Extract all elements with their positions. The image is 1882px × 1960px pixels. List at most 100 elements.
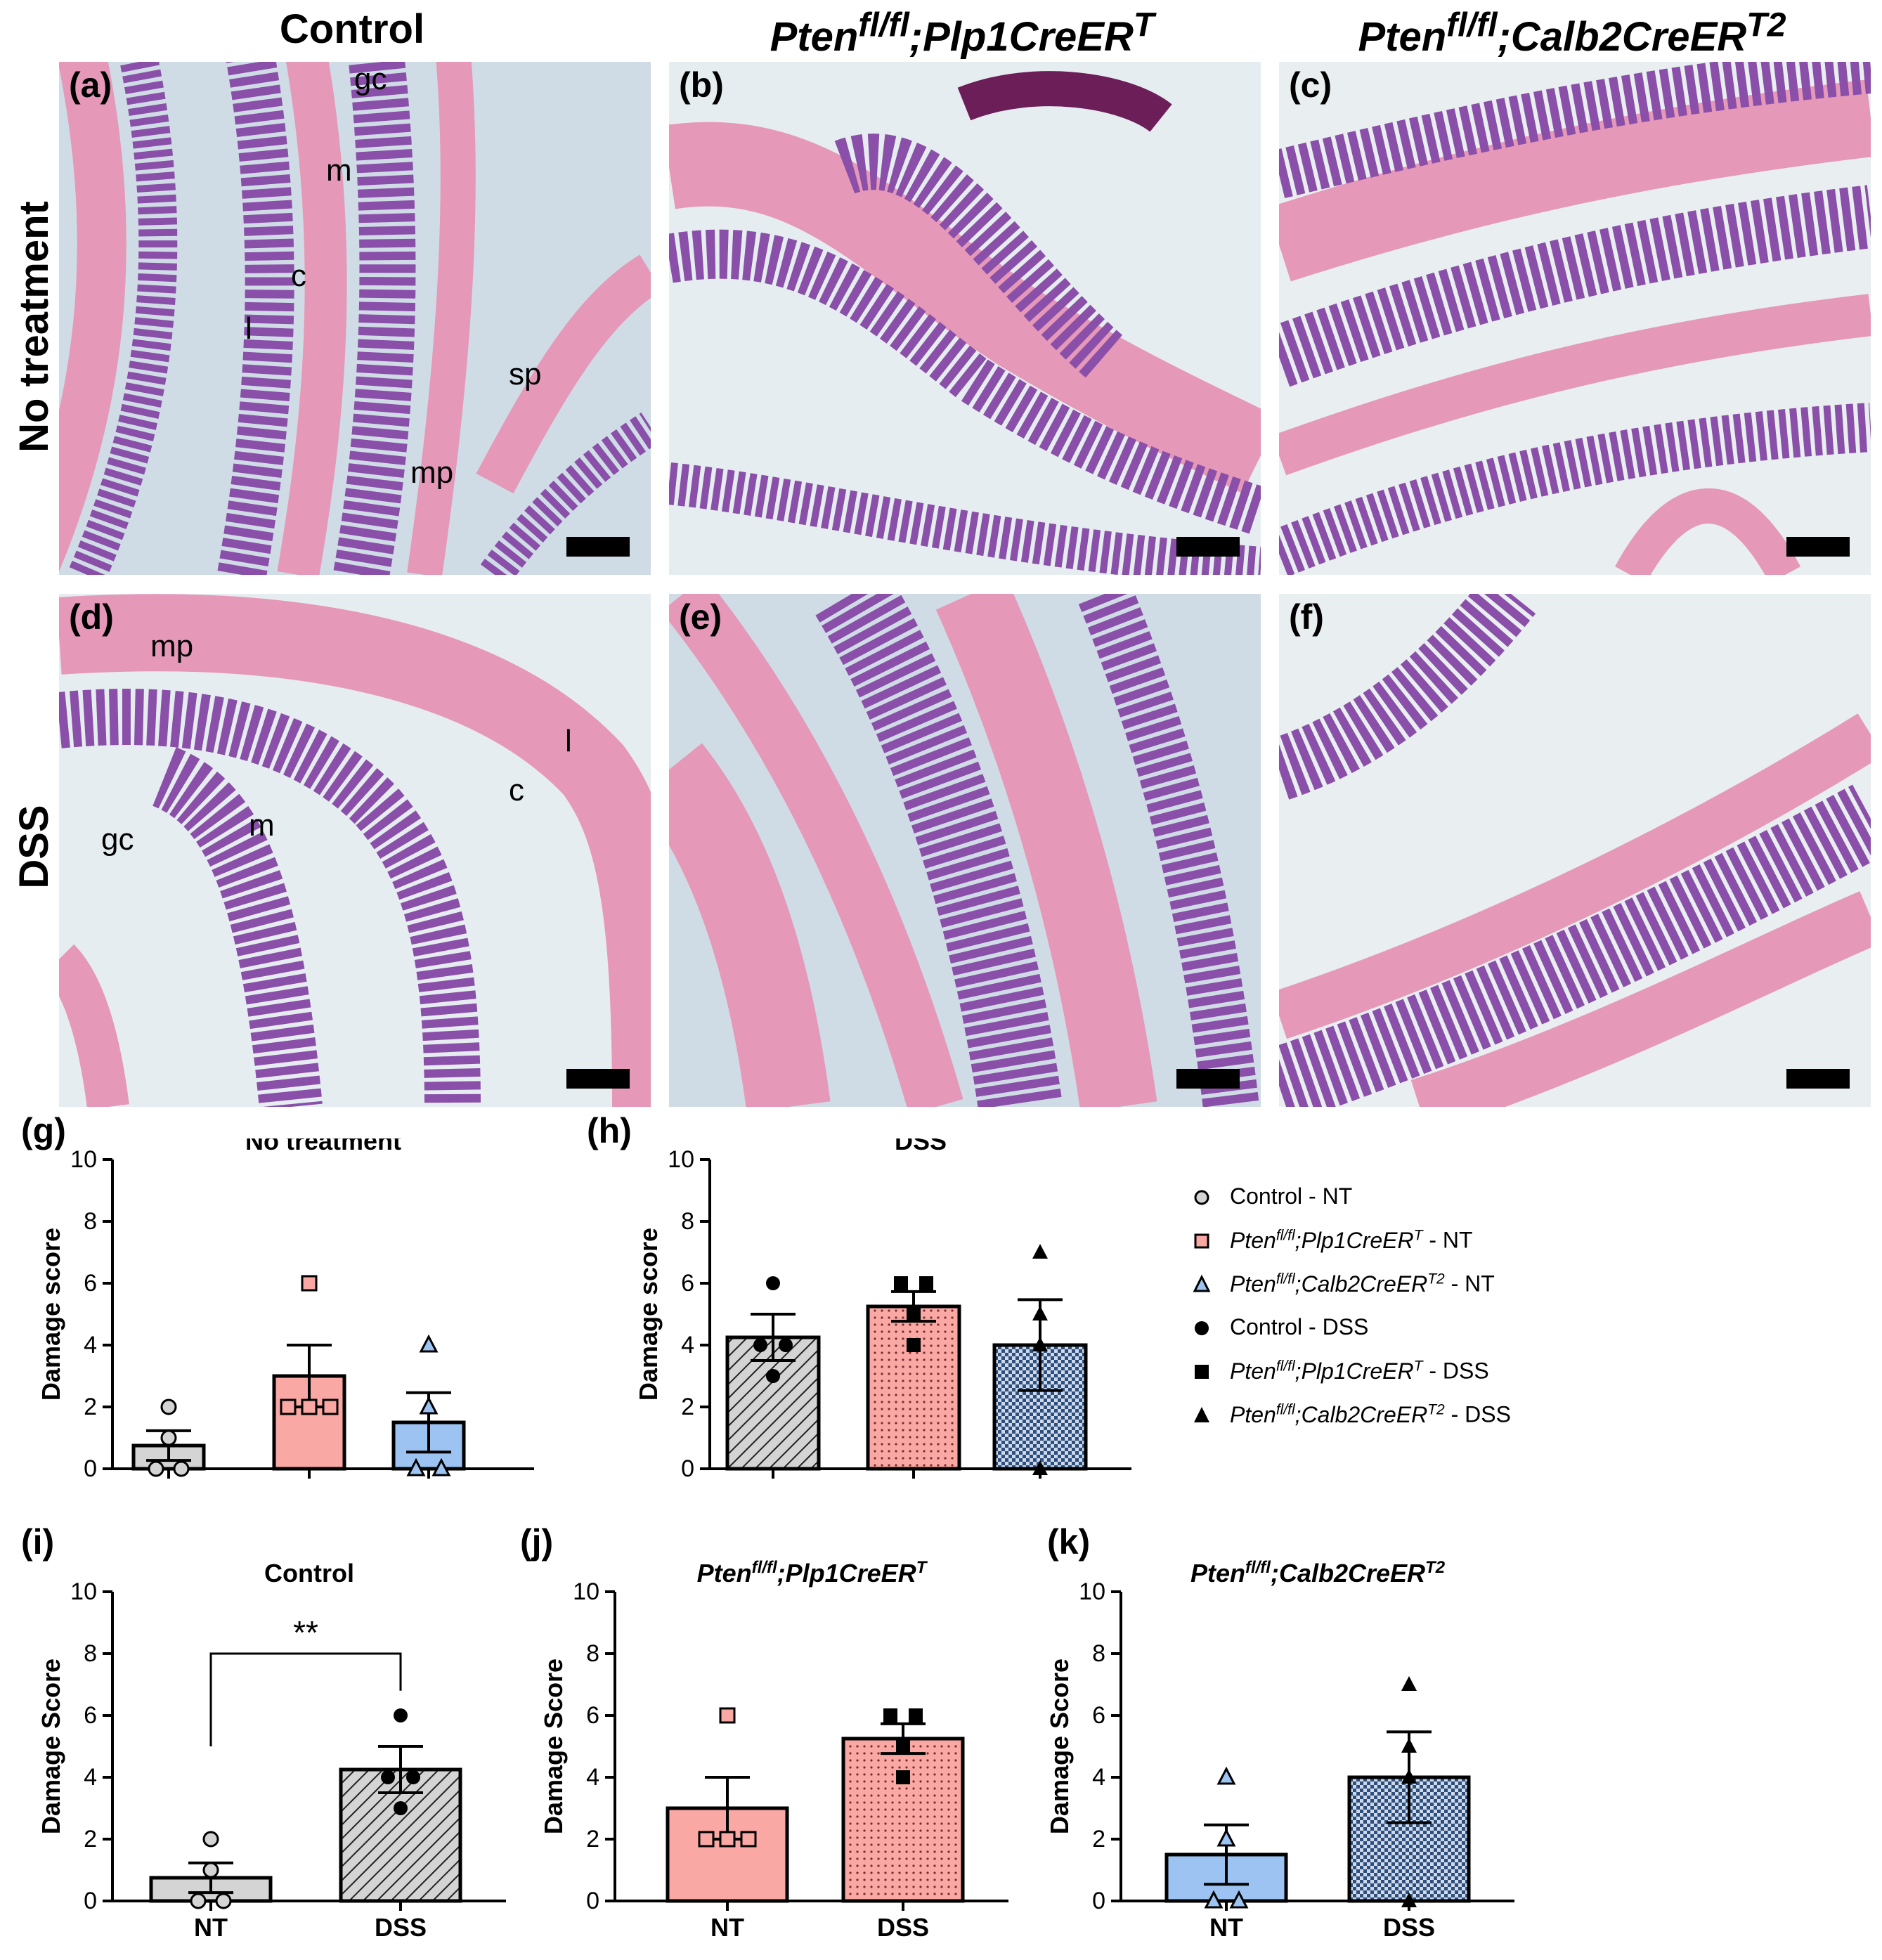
- y-tick-label: 0: [586, 1888, 599, 1914]
- panel-label-a: (a): [69, 65, 112, 105]
- graph-label-j: (j): [520, 1522, 554, 1562]
- data-point: [766, 1276, 780, 1290]
- annotation-m: m: [326, 153, 352, 188]
- data-point: [909, 1708, 923, 1722]
- scale-bar: [566, 537, 630, 557]
- row-header-no-treatment: No treatment: [11, 201, 57, 453]
- annotation-c: c: [509, 773, 524, 807]
- panel-label-e: (e): [679, 597, 722, 637]
- y-axis-label: Damage Score: [539, 1659, 568, 1834]
- y-tick-label: 0: [681, 1455, 694, 1482]
- tissue-image-d: [59, 594, 651, 1107]
- data-point: [883, 1708, 897, 1722]
- graph-label-k: (k): [1047, 1522, 1091, 1562]
- y-tick-label: 8: [681, 1208, 694, 1235]
- data-point: [419, 1334, 439, 1353]
- annotation-l: l: [245, 311, 252, 346]
- data-point: [1401, 1893, 1417, 1907]
- data-point: [160, 1398, 177, 1415]
- tissue-image-c: [1279, 62, 1871, 575]
- data-point: [1216, 1766, 1236, 1785]
- annotation-gc: gc: [101, 822, 134, 857]
- data-point: [1032, 1460, 1048, 1475]
- annotation-m: m: [249, 808, 275, 843]
- data-point: [202, 1862, 219, 1878]
- data-point: [894, 1276, 908, 1290]
- histology-panel-c: (c): [1279, 62, 1871, 575]
- x-tick-label: DSS: [1383, 1913, 1435, 1942]
- chart-title: Ptenfl/fl;Plp1CreERT: [697, 1558, 928, 1588]
- data-point: [896, 1739, 910, 1753]
- y-axis-label: Damage Score: [37, 1659, 65, 1834]
- y-tick-label: 4: [1092, 1764, 1105, 1791]
- column-header-control: Control: [279, 6, 425, 52]
- y-tick-label: 8: [84, 1640, 97, 1667]
- y-tick-label: 6: [681, 1270, 694, 1297]
- y-tick-label: 8: [84, 1208, 97, 1235]
- significance-label: **: [293, 1614, 318, 1651]
- data-point: [381, 1770, 395, 1784]
- y-axis-label: Damage score: [634, 1228, 663, 1401]
- y-tick-label: 10: [70, 1146, 97, 1173]
- data-point: [907, 1307, 921, 1321]
- graph-label-h: (h): [587, 1111, 632, 1150]
- y-axis-label: Damage Score: [1045, 1659, 1074, 1834]
- data-point: [907, 1338, 921, 1352]
- data-point: [301, 1275, 318, 1292]
- data-point: [173, 1460, 190, 1477]
- chart-i: 0 2 4 6 8 10 Damage Score Control NT DSS **: [37, 1559, 506, 1942]
- bar: [866, 1304, 961, 1471]
- data-point: [766, 1369, 780, 1383]
- panel-label-f: (f): [1289, 597, 1324, 637]
- chart-title: Control: [264, 1559, 354, 1588]
- data-point: [394, 1708, 408, 1722]
- data-point: [202, 1831, 219, 1848]
- y-tick-label: 10: [1079, 1578, 1105, 1605]
- data-point: [719, 1831, 736, 1848]
- y-tick-label: 6: [84, 1702, 97, 1729]
- data-point: [1401, 1676, 1417, 1691]
- y-tick-label: 4: [84, 1332, 97, 1358]
- y-tick-label: 4: [84, 1764, 97, 1791]
- chart-title: No treatment: [245, 1138, 401, 1155]
- x-tick-label: DSS: [375, 1913, 427, 1942]
- histology-panel-a: (a) gc m c l sp mp: [59, 62, 651, 575]
- x-tick-label: NT: [1209, 1913, 1243, 1942]
- annotation-mp: mp: [150, 629, 194, 663]
- data-point: [1032, 1306, 1048, 1320]
- data-point: [896, 1770, 910, 1784]
- y-tick-label: 6: [586, 1702, 599, 1729]
- data-point: [779, 1338, 793, 1352]
- annotation-mp: mp: [410, 455, 454, 490]
- data-point: [1032, 1337, 1048, 1351]
- data-point: [1204, 1890, 1224, 1909]
- y-tick-label: 2: [681, 1394, 694, 1420]
- y-tick-label: 4: [681, 1332, 694, 1358]
- data-point: [322, 1398, 339, 1415]
- histology-panel-e: (e): [669, 594, 1261, 1107]
- scale-bar: [566, 1069, 630, 1089]
- y-axis-label: Damage score: [37, 1228, 65, 1401]
- y-tick-label: 0: [84, 1888, 97, 1914]
- graph-label-i: (i): [21, 1522, 55, 1562]
- data-point: [1032, 1244, 1048, 1259]
- tissue-image-f: [1279, 594, 1871, 1107]
- histology-panel-d: (d) mp gc m c l: [59, 594, 651, 1107]
- annotation-l: l: [565, 724, 572, 758]
- scale-bar: [1786, 1069, 1850, 1089]
- data-point: [753, 1338, 767, 1352]
- data-point: [431, 1458, 451, 1477]
- tissue-image-a: [59, 62, 651, 575]
- y-tick-label: 2: [586, 1826, 599, 1852]
- x-tick-label: NT: [710, 1913, 744, 1942]
- y-tick-label: 10: [668, 1146, 694, 1173]
- row-header-dss: DSS: [11, 805, 57, 889]
- scale-bar: [1786, 537, 1850, 557]
- annotation-gc: gc: [354, 62, 387, 96]
- column-header-plp1: Ptenfl/fl;Plp1CreERT: [770, 6, 1155, 60]
- y-tick-label: 2: [84, 1394, 97, 1420]
- chart-j: 0 2 4 6 8 10 Damage Score Ptenfl/fl;Plp1CreERT N…: [539, 1558, 1008, 1942]
- graph-label-g: (g): [21, 1111, 66, 1150]
- scale-bar: [1176, 1069, 1240, 1089]
- tissue-image-b: [669, 62, 1261, 575]
